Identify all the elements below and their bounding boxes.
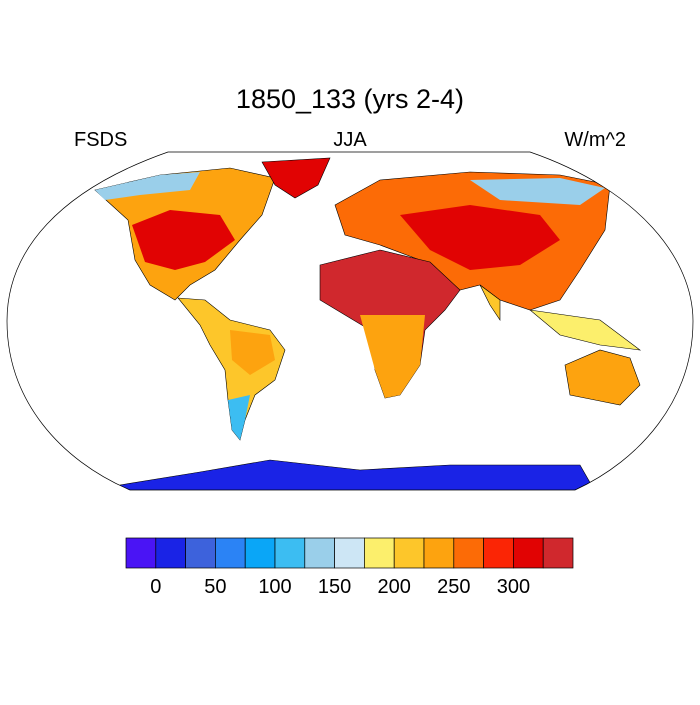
colorbar-box	[304, 537, 335, 569]
colorbar-label: 200	[378, 576, 411, 598]
greenland	[261, 157, 331, 199]
colorbar-box	[483, 537, 514, 569]
colorbar-label: 150	[318, 576, 351, 598]
center-label: JJA	[333, 129, 367, 151]
colorbar-box	[542, 537, 574, 569]
colorbar-box	[155, 537, 186, 569]
colorbar-box	[423, 537, 455, 569]
title: 1850_133 (yrs 2-4)	[236, 84, 464, 114]
colorbar-box	[185, 537, 216, 569]
colorbar-box	[244, 537, 276, 569]
colorbar-label: 250	[437, 576, 470, 598]
colorbar-label: 50	[204, 576, 226, 598]
colorbar-label: 300	[497, 576, 530, 598]
colorbar-box	[513, 537, 544, 569]
colorbar-box	[393, 537, 425, 569]
colorbar-label: 0	[150, 576, 161, 598]
southern-africa	[360, 315, 425, 398]
australia	[564, 349, 641, 406]
southeast-asia	[528, 309, 642, 351]
central-asia	[400, 205, 560, 270]
colorbar: 0 50 100 150 200 250 300	[125, 537, 574, 598]
colorbar-box	[453, 537, 484, 569]
antarctica	[99, 459, 601, 490]
north-america-hot	[132, 210, 235, 270]
left-label: FSDS	[74, 129, 127, 151]
colorbar-box	[215, 537, 246, 569]
colorbar-label: 100	[258, 576, 291, 598]
brazil	[230, 330, 275, 375]
right-label: W/m^2	[564, 129, 626, 151]
map	[94, 157, 642, 490]
colorbar-box	[334, 537, 365, 569]
colorbar-box	[364, 537, 395, 569]
colorbar-box	[274, 537, 306, 569]
patagonia	[228, 395, 250, 440]
india	[479, 284, 501, 321]
arctic-canada	[95, 172, 200, 200]
map-border	[6, 151, 694, 491]
siberia	[470, 178, 605, 205]
colorbar-box	[125, 537, 157, 569]
